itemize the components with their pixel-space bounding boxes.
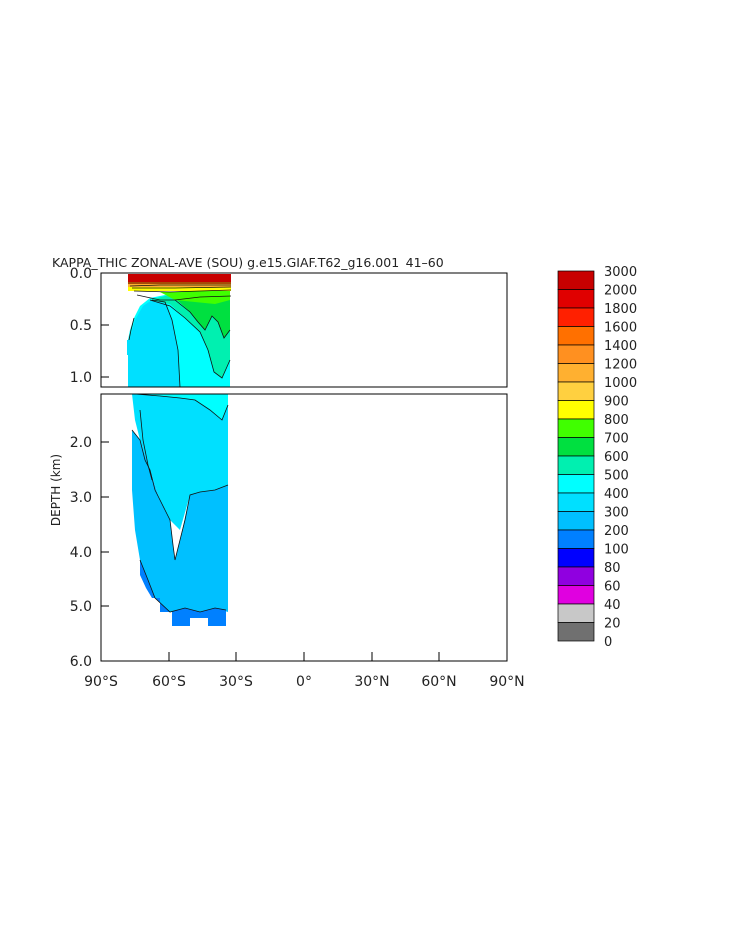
colorbar-label: 100 — [604, 543, 629, 558]
colorbar-swatch — [557, 381, 595, 401]
x-tick-label: 30°S — [219, 674, 253, 690]
colorbar-swatch — [557, 270, 595, 290]
upper-field-300 — [128, 300, 180, 387]
colorbar-swatch — [557, 289, 595, 309]
colorbar-label: 60 — [604, 580, 621, 595]
x-tick-label: 90°N — [489, 674, 524, 690]
lower-panel — [100, 393, 508, 662]
colorbar-swatch — [557, 344, 595, 364]
colorbar-swatch — [557, 326, 595, 346]
y-tick-label: 0.0 — [70, 266, 92, 282]
colorbar-swatch — [557, 511, 595, 531]
colorbar-label: 20 — [604, 617, 621, 632]
colorbar-swatch — [557, 529, 595, 549]
upper-field-800 — [128, 287, 231, 291]
lower-field-100 — [140, 560, 226, 626]
chart-title: KAPPA_THIC ZONAL-AVE (SOU) g.e15.GIAF.T6… — [52, 255, 446, 270]
y-tick-label: 0.5 — [70, 318, 92, 334]
x-tick-label: 60°S — [152, 674, 186, 690]
y-tick-label: 5.0 — [70, 599, 92, 615]
x-tick-label: 60°N — [421, 674, 456, 690]
colorbar-swatch — [557, 363, 595, 383]
colorbar-swatch — [557, 455, 595, 475]
y-tick-label: 2.0 — [70, 435, 92, 451]
colorbar-label: 1400 — [604, 339, 637, 354]
lower-field-200 — [132, 430, 228, 612]
x-tick-label: 0° — [296, 674, 312, 690]
colorbar-swatch — [557, 492, 595, 512]
colorbar-label: 200 — [604, 524, 629, 539]
colorbar-swatch — [557, 566, 595, 586]
colorbar-swatch — [557, 548, 595, 568]
colorbar-label: 500 — [604, 469, 629, 484]
upper-field-3000 — [128, 274, 231, 282]
colorbar-swatch — [557, 400, 595, 420]
upper-field-700 — [160, 290, 230, 304]
x-tick-label: 30°N — [354, 674, 389, 690]
colorbar-label: 1000 — [604, 376, 637, 391]
colorbar-label: 80 — [604, 561, 621, 576]
colorbar-swatch — [557, 585, 595, 605]
colorbar-label: 0 — [604, 635, 612, 650]
colorbar-swatch — [557, 603, 595, 623]
colorbar-label: 1600 — [604, 321, 637, 336]
colorbar-label: 3000 — [604, 265, 637, 280]
colorbar-swatch — [557, 307, 595, 327]
colorbar-label: 2000 — [604, 284, 637, 299]
x-tick-label: 90°S — [84, 674, 118, 690]
lower-field-300 — [130, 394, 228, 530]
colorbar: 3000200018001600140012001000900800700600… — [557, 265, 637, 650]
colorbar-swatch — [557, 418, 595, 438]
colorbar-label: 900 — [604, 395, 629, 410]
upper-panel — [100, 272, 508, 388]
colorbar-label: 300 — [604, 506, 629, 521]
upper-field-1000 — [128, 284, 231, 287]
y-tick-label: 3.0 — [70, 490, 92, 506]
y-tick-label: 1.0 — [70, 370, 92, 386]
colorbar-swatch — [557, 437, 595, 457]
colorbar-label: 800 — [604, 413, 629, 428]
colorbar-swatch — [557, 622, 595, 642]
upper-field-600 — [175, 294, 230, 338]
colorbar-label: 700 — [604, 432, 629, 447]
y-tick-label: 4.0 — [70, 545, 92, 561]
y-tick-label: 6.0 — [70, 654, 92, 670]
colorbar-label: 400 — [604, 487, 629, 502]
colorbar-label: 1800 — [604, 302, 637, 317]
colorbar-label: 600 — [604, 450, 629, 465]
y-axis-label: DEPTH (km) — [49, 454, 63, 526]
colorbar-swatch — [557, 474, 595, 494]
lower-field-400 — [135, 394, 228, 420]
colorbar-label: 40 — [604, 598, 621, 613]
colorbar-label: 1200 — [604, 358, 637, 373]
